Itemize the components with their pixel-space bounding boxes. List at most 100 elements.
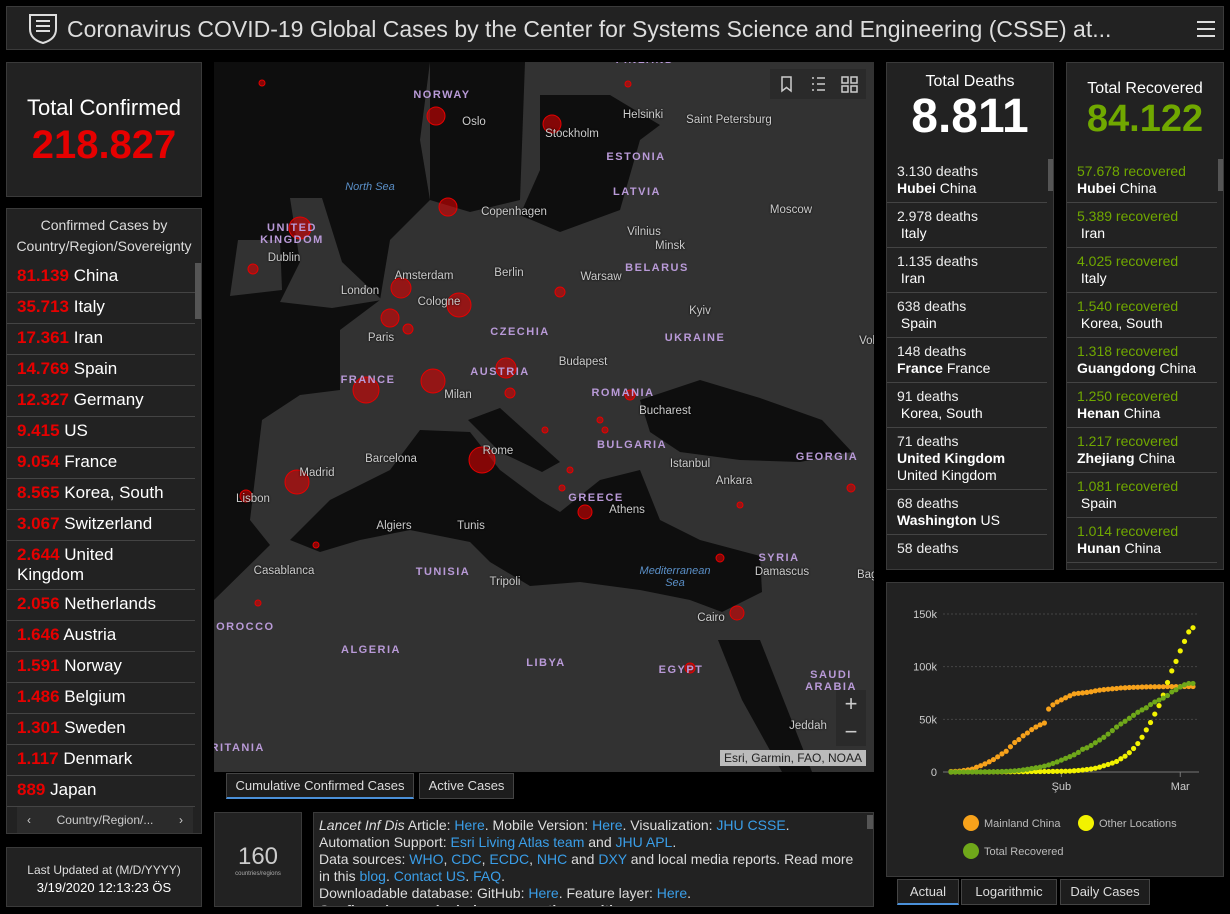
- info-link[interactable]: Here: [592, 817, 623, 833]
- country-item[interactable]: 1.301 Sweden: [7, 714, 195, 745]
- info-link[interactable]: Contact US: [393, 868, 466, 884]
- data-point: [973, 769, 980, 775]
- map-tools[interactable]: [770, 69, 866, 99]
- list-item[interactable]: 58 deaths: [887, 535, 1047, 569]
- country-item[interactable]: 12.327 Germany: [7, 386, 195, 417]
- country-label: UKRAINE: [664, 332, 726, 344]
- data-point: [956, 769, 963, 775]
- info-link[interactable]: CDC: [451, 851, 482, 867]
- info-link[interactable]: JHU CSSE: [716, 817, 786, 833]
- country-item[interactable]: 1.117 Denmark: [7, 745, 195, 776]
- info-link[interactable]: Esri Living Atlas team: [450, 834, 585, 850]
- list-item[interactable]: 1.135 deaths Iran: [887, 248, 1047, 293]
- case-bubble: [846, 483, 856, 493]
- country-item[interactable]: 8.565 Korea, South: [7, 479, 195, 510]
- country-name: Sweden: [64, 718, 126, 737]
- deaths-panel: Total Deaths 8.811 3.130 deaths Hubei Chi…: [886, 62, 1054, 570]
- country-item[interactable]: 9.054 France: [7, 448, 195, 479]
- country-item[interactable]: 1.486 Belgium: [7, 683, 195, 714]
- country-item[interactable]: 81.139 China: [7, 262, 195, 293]
- country-item[interactable]: 1.591 Norway: [7, 652, 195, 683]
- data-point: [978, 769, 984, 775]
- list-item[interactable]: 71 deaths United Kingdom United Kingdom: [887, 428, 1047, 490]
- list-item[interactable]: 3.130 deaths Hubei China: [887, 158, 1047, 203]
- info-link[interactable]: blog: [359, 868, 386, 884]
- info-link[interactable]: FAQ: [473, 868, 502, 884]
- country-name: Belgium: [64, 687, 126, 706]
- zoom-out[interactable]: −: [844, 719, 858, 744]
- info-link[interactable]: DXY: [598, 851, 627, 867]
- data-point: [995, 754, 1001, 760]
- country-nav[interactable]: ‹ Country/Region/... ›: [17, 807, 193, 833]
- list-item[interactable]: 1.250 recovered Henan China: [1067, 383, 1217, 428]
- country-item[interactable]: 17.361 Iran: [7, 324, 195, 355]
- map[interactable]: + − Esri, Garmin, FAO, NOAA FINLAND NORWA…: [214, 62, 874, 772]
- list-item[interactable]: 68 deaths Washington US: [887, 490, 1047, 535]
- nav-prev[interactable]: ‹: [27, 813, 31, 827]
- country-value: 2.056: [17, 594, 60, 613]
- country-item[interactable]: 3.067 Switzerland: [7, 510, 195, 541]
- nav-next[interactable]: ›: [179, 813, 183, 827]
- country-item[interactable]: 14.769 Spain: [7, 355, 195, 386]
- deaths-list: 3.130 deaths Hubei China 2.978 deaths Ital…: [887, 158, 1047, 569]
- tab[interactable]: Active Cases: [419, 773, 514, 799]
- country-item[interactable]: 1.646 Austria: [7, 621, 195, 652]
- scrollbar[interactable]: [867, 815, 873, 829]
- country-value: 1.301: [17, 718, 60, 737]
- list-item[interactable]: 1.318 recovered Guangdong China: [1067, 338, 1217, 383]
- info-link[interactable]: NHC: [536, 851, 568, 867]
- menu-button[interactable]: [1195, 19, 1217, 39]
- list-item[interactable]: 148 deaths France France: [887, 338, 1047, 383]
- tab[interactable]: Cumulative Confirmed Cases: [226, 773, 414, 799]
- count-label: countries/regions: [235, 871, 281, 877]
- country-label: SAUDI ARABIA: [805, 669, 857, 693]
- scrollbar[interactable]: [1048, 159, 1053, 191]
- info-link[interactable]: WHO: [409, 851, 444, 867]
- data-point: [1033, 765, 1039, 771]
- zoom-in[interactable]: +: [844, 691, 858, 716]
- item-region: China: [1138, 450, 1176, 466]
- list-item[interactable]: 1.081 recovered Spain: [1067, 473, 1217, 518]
- country-list: 81.139 China 35.713 Italy 17.361 Iran 14.76…: [7, 262, 195, 807]
- case-bubble: [284, 469, 310, 495]
- country-name: Korea, South: [64, 483, 164, 502]
- info-link[interactable]: JHU APL: [615, 834, 673, 850]
- scrollbar[interactable]: [1218, 159, 1223, 191]
- country-item[interactable]: 2.644 United Kingdom: [7, 541, 195, 590]
- list-item[interactable]: 5.389 recovered Iran: [1067, 203, 1217, 248]
- list-item[interactable]: 1.014 recovered Hunan China: [1067, 518, 1217, 563]
- data-point: [1135, 740, 1141, 747]
- map-layer: [214, 62, 856, 772]
- list-item[interactable]: 2.978 deaths Italy: [887, 203, 1047, 248]
- country-item[interactable]: 35.713 Italy: [7, 293, 195, 324]
- data-point: [1084, 745, 1090, 751]
- country-label: FRANCE: [340, 374, 396, 386]
- data-point: [1186, 680, 1192, 687]
- list-item[interactable]: 1.217 recovered Zhejiang China: [1067, 428, 1217, 473]
- list-item[interactable]: 638 deaths Spain: [887, 293, 1047, 338]
- info-link[interactable]: Here: [656, 885, 688, 901]
- tab[interactable]: Actual: [897, 879, 959, 905]
- list-item[interactable]: 4.025 recovered Italy: [1067, 248, 1217, 293]
- list-item[interactable]: 91 deaths Korea, South: [887, 383, 1047, 428]
- item-count: 1.318 recovered: [1077, 343, 1179, 359]
- legend-swatch: [963, 815, 979, 831]
- tab[interactable]: Daily Cases: [1060, 879, 1150, 905]
- info-link[interactable]: Here: [454, 817, 485, 833]
- country-item[interactable]: 9.415 US: [7, 417, 195, 448]
- scrollbar[interactable]: [195, 263, 201, 319]
- info-line: Data sources: WHO, CDC, ECDC, NHC and DX…: [319, 851, 859, 885]
- data-point: [990, 756, 997, 763]
- case-bubble: [247, 263, 259, 275]
- list-item[interactable]: 57.678 recovered Hubei China: [1067, 158, 1217, 203]
- country-item[interactable]: 2.056 Netherlands: [7, 590, 195, 621]
- data-point: [1186, 629, 1192, 635]
- country-label: NORWAY: [413, 89, 471, 101]
- list-item[interactable]: 1.540 recovered Korea, South: [1067, 293, 1217, 338]
- case-bubble: [624, 389, 636, 401]
- info-link[interactable]: ECDC: [489, 851, 530, 867]
- country-item[interactable]: 889 Japan: [7, 776, 195, 807]
- y-tick-label: 100k: [913, 662, 937, 674]
- info-link[interactable]: Here: [528, 885, 559, 901]
- tab[interactable]: Logarithmic: [961, 879, 1057, 905]
